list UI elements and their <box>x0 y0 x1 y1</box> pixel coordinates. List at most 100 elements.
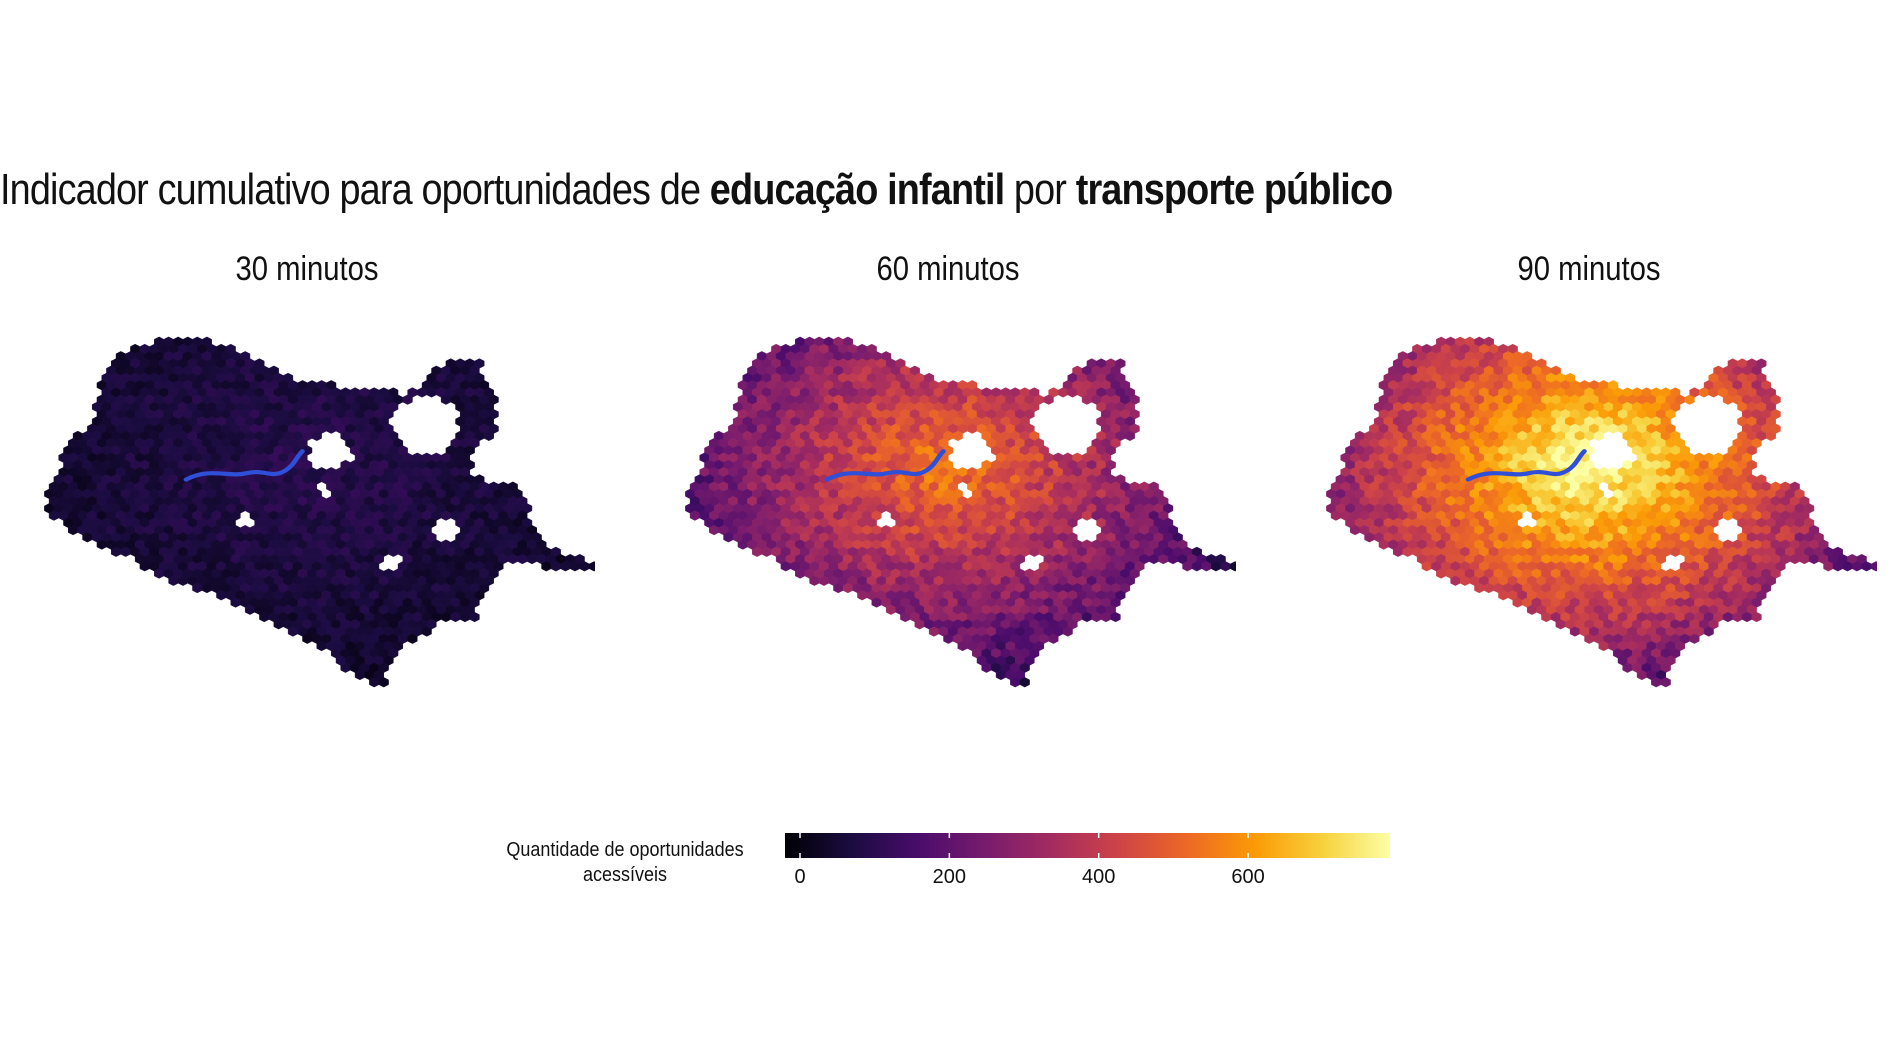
hex-cell <box>842 582 853 594</box>
hex-cell <box>1608 423 1619 434</box>
hex-cell <box>1689 633 1700 644</box>
hex-cell <box>111 546 122 557</box>
hex-cell <box>417 387 427 398</box>
hex-cell <box>1636 669 1647 681</box>
hex-cell <box>1722 611 1733 623</box>
hex-cell <box>440 394 451 405</box>
hex-cell <box>1062 626 1073 637</box>
hex-cell <box>1722 394 1733 405</box>
hex-cell <box>1230 561 1236 572</box>
hex-cell <box>1081 611 1092 623</box>
hex-cell <box>168 575 179 586</box>
panel-title-90: 90 minutos <box>1517 250 1661 288</box>
hex-cell <box>1048 633 1059 644</box>
hex-map-30-minutos <box>44 336 595 688</box>
hex-cell <box>1167 554 1179 565</box>
hex-cell <box>354 669 365 681</box>
colorbar-tick-label: 200 <box>932 866 967 888</box>
hex-cell <box>809 575 820 586</box>
hex-cell <box>1483 582 1494 594</box>
hex-cell <box>981 662 992 673</box>
hex-cell <box>1459 575 1471 586</box>
hex-cell <box>407 633 418 644</box>
river-line <box>183 449 305 482</box>
hex-cell <box>579 561 590 572</box>
hex-cell <box>120 546 131 557</box>
hex-cell <box>369 677 380 688</box>
legend-colorbar <box>785 833 1390 858</box>
hex-cell <box>1741 611 1753 623</box>
hex-cell <box>957 640 968 652</box>
hex-cell <box>177 575 189 586</box>
hex-cell <box>952 430 963 441</box>
hex-cell <box>1832 561 1843 572</box>
hex-cell <box>1043 394 1054 405</box>
hex-map-60-minutos <box>685 336 1236 688</box>
hex-cell <box>752 546 763 557</box>
hex-cell <box>311 430 322 441</box>
hex-cell <box>1110 611 1121 623</box>
hex-cell <box>1699 387 1709 398</box>
hex-cell <box>1593 430 1604 441</box>
hex-cell <box>1010 677 1021 688</box>
hex-cell <box>1651 677 1662 688</box>
hex-cell <box>1201 561 1212 572</box>
hex-cell <box>1598 640 1609 652</box>
hex-cell <box>287 626 298 637</box>
hex-cell <box>469 611 480 623</box>
hex-cell <box>689 510 700 521</box>
hex-cell <box>1402 546 1413 557</box>
hex-cell <box>1660 677 1671 688</box>
hex-cell <box>928 626 939 637</box>
hex-cell <box>1512 597 1523 608</box>
hex-map-90-minutos <box>1326 336 1877 688</box>
hex-cell <box>550 561 561 572</box>
river-line <box>1465 449 1587 482</box>
hex-cell <box>723 532 734 543</box>
hex-cell <box>1058 387 1068 398</box>
colorbar-tick-label: 600 <box>1231 866 1265 888</box>
hex-cell <box>967 423 978 434</box>
hex-cell <box>139 561 150 572</box>
hex-cell <box>1765 430 1776 441</box>
legend-title: Quantidade de oportunidades acessíveis <box>506 839 744 886</box>
hex-cell <box>1703 626 1714 637</box>
hex-cell <box>589 561 595 572</box>
hex-cell <box>526 554 538 565</box>
river-line <box>824 449 946 482</box>
hex-cell <box>1751 611 1762 623</box>
figure-title: Indicador cumulativo para oportunidades … <box>0 165 1393 214</box>
hex-cell <box>192 582 203 594</box>
panel-title-30: 30 minutos <box>235 250 379 288</box>
hex-cell <box>1799 554 1810 565</box>
hex-cell <box>1421 561 1432 572</box>
hex-cell <box>1124 430 1135 441</box>
hex-cell <box>440 510 451 521</box>
hex-cell <box>833 582 844 594</box>
colorbar-tick-label: 0 <box>794 866 806 888</box>
hex-cell <box>426 387 437 398</box>
hex-cell <box>1220 561 1231 572</box>
hex-cell <box>780 561 791 572</box>
hex-cell <box>378 677 389 688</box>
hex-cell <box>1622 662 1633 673</box>
hex-cell <box>1393 546 1404 557</box>
hex-cell <box>761 546 772 557</box>
hex-cell <box>459 611 471 623</box>
hex-cell <box>82 532 93 543</box>
hex-cell <box>1871 561 1877 572</box>
hex-cell <box>517 554 528 565</box>
hex-cell <box>871 597 882 608</box>
hex-cell <box>440 611 451 623</box>
hex-cell <box>1474 582 1485 594</box>
hex-cell <box>201 582 212 594</box>
hex-cell <box>1081 510 1092 521</box>
hex-cell <box>259 611 270 623</box>
hex-cell <box>316 640 327 652</box>
hex-cell <box>1684 394 1695 405</box>
hex-cell <box>421 626 432 637</box>
hex-cell <box>402 394 413 405</box>
hex-cell <box>1364 532 1375 543</box>
hex-cell <box>1450 575 1461 586</box>
hex-cell <box>560 561 571 572</box>
